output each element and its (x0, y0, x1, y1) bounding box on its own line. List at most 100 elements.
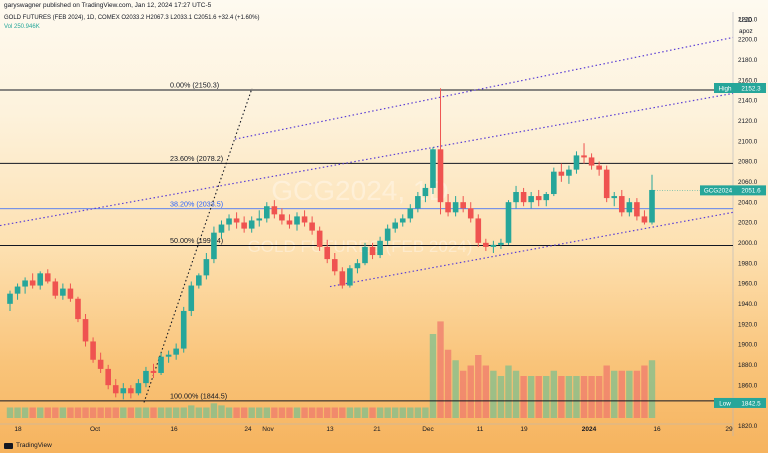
candle-body (112, 385, 119, 394)
price-tick-label: 2000.0 (738, 240, 758, 247)
volume-bar (52, 407, 59, 418)
candle-body (551, 171, 557, 195)
volume-bar (308, 407, 316, 418)
candle-body (188, 285, 195, 311)
channel-upper-trendline (0, 92, 734, 227)
candle-body (399, 218, 406, 223)
scale-mode-label: apoz (739, 28, 753, 35)
high-tag-value: 2152.3 (741, 85, 761, 92)
symbol-legend: GOLD FUTURES (FEB 2024), 1D, COMEX O2033… (4, 14, 259, 32)
channel-lower-trendline (329, 211, 734, 288)
tradingview-logo-icon (4, 442, 13, 449)
candle-body (248, 220, 255, 229)
time-tick-label: Oct (90, 426, 100, 433)
candle-body (14, 286, 21, 294)
volume-bar (452, 360, 459, 418)
price-tick-label: 2140.0 (738, 98, 758, 105)
candle-body (422, 187, 429, 197)
time-tick-label: 16 (653, 426, 661, 433)
volume-bar (67, 407, 74, 418)
candle-body (211, 232, 217, 260)
volume-bar (543, 376, 550, 418)
volume-bar (225, 407, 233, 418)
volume-bar (520, 376, 527, 418)
volume-bar (180, 407, 187, 418)
candle-body (143, 370, 149, 384)
channel-top-trendline (234, 36, 734, 140)
time-tick-label: 19 (520, 426, 528, 433)
volume-bar (399, 407, 406, 418)
price-tick-label: 2080.0 (738, 159, 758, 166)
candle-body (377, 240, 383, 256)
volume-bar (14, 407, 21, 418)
price-tick-label: 1880.0 (738, 362, 758, 369)
volume-bar (59, 407, 67, 418)
volume-bar (497, 376, 505, 418)
candle-body (105, 368, 111, 386)
candle-body (158, 356, 164, 373)
volume-bar (286, 407, 293, 418)
candle-body (294, 216, 300, 225)
volume-bar (195, 407, 203, 418)
time-tick-label: 2024 (582, 426, 597, 433)
candle-body (173, 348, 179, 355)
price-tick-label: 1960.0 (738, 281, 758, 288)
price-tick-label: 2040.0 (738, 199, 758, 206)
volume-bar (527, 376, 535, 418)
volume-bar (316, 407, 323, 418)
candle-body (264, 206, 270, 219)
low-tag-label: Low (719, 400, 731, 407)
candle-body (641, 216, 648, 223)
candle-body (566, 169, 572, 176)
candle-body (196, 275, 202, 286)
candle-body (467, 208, 474, 219)
volume-bar (482, 365, 490, 418)
volume-bar (444, 349, 452, 418)
candle-body (52, 281, 59, 296)
candle-body (37, 273, 44, 286)
volume-bar (573, 376, 580, 418)
candle-body (60, 288, 66, 296)
candle-body (180, 310, 187, 349)
price-tick-label: 2200.0 (738, 37, 758, 44)
candle-body (475, 218, 482, 243)
candle-body (369, 246, 376, 256)
candle-body (543, 194, 550, 201)
volume-bar (535, 376, 542, 418)
volume-bar (384, 407, 391, 418)
volume-legend-line: Vol 250.946K (4, 24, 40, 30)
volume-bar (558, 376, 565, 418)
volume-bar (165, 407, 172, 418)
time-tick-label: 29 (725, 426, 733, 433)
volume-bar (626, 370, 633, 418)
candle-body (483, 242, 489, 247)
candle-body (626, 202, 633, 213)
candle-body (581, 155, 587, 158)
fib-anchor-trendline (143, 88, 253, 403)
symbol-tag-label: GCG2024 (704, 188, 733, 195)
candle-body (67, 288, 74, 299)
volume-bar (210, 403, 218, 418)
price-tick-label: 2120.0 (738, 118, 758, 125)
volume-bar (369, 407, 376, 418)
price-tick-label: 1920.0 (738, 321, 758, 328)
currency-label: USD (739, 17, 753, 24)
volume-bar (648, 360, 656, 418)
candle-body (331, 259, 338, 272)
volume-bar (104, 407, 112, 418)
volume-bar (467, 365, 474, 418)
last-price-bg (736, 185, 766, 196)
volume-bar (301, 407, 308, 418)
candle-body (505, 202, 512, 243)
candle-body (513, 192, 519, 203)
tradingview-logo: TradingView (4, 442, 52, 449)
price-tick-label: 1980.0 (738, 260, 758, 267)
volume-bar (331, 407, 338, 418)
time-tick-label: 21 (373, 426, 381, 433)
candle-body (634, 202, 640, 217)
candle-body (301, 216, 308, 223)
volume-bar (127, 407, 135, 418)
fib-level-label: 23.60% (2078.2) (170, 154, 223, 163)
